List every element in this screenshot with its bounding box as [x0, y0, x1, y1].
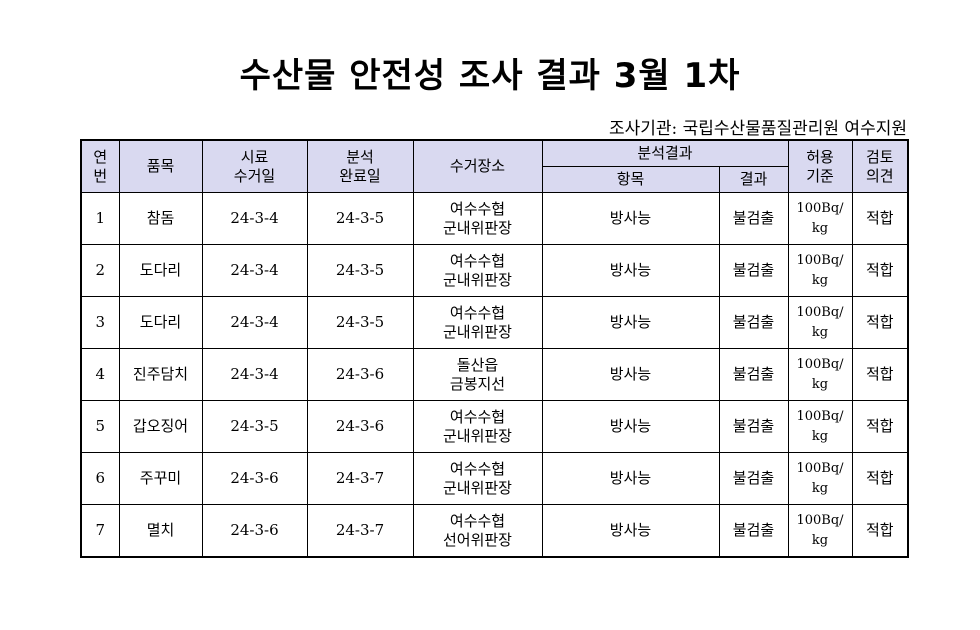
- row-item: 갑오징어: [118, 400, 203, 453]
- row-result: 불검출: [718, 296, 789, 349]
- header-no: 연 번: [80, 139, 120, 193]
- row-item: 멸치: [118, 504, 203, 558]
- row-result: 불검출: [718, 400, 789, 453]
- row-item: 진주담치: [118, 348, 203, 401]
- row-limit: 100Bq/ kg: [787, 400, 853, 453]
- row-test: 방사능: [541, 192, 720, 245]
- table-row: 2 도다리 24-3-4 24-3-5 여수수협 군내위판장 방사능 불검출 100Bq/ k…: [80, 244, 909, 297]
- row-test: 방사능: [541, 244, 720, 297]
- row-no: 7: [80, 504, 120, 558]
- row-limit: 100Bq/ kg: [787, 192, 853, 245]
- row-test: 방사능: [541, 296, 720, 349]
- row-place: 여수수협 군내위판장: [412, 296, 543, 349]
- row-item: 도다리: [118, 244, 203, 297]
- row-place: 여수수협 군내위판장: [412, 244, 543, 297]
- table-row: 5 갑오징어 24-3-5 24-3-6 여수수협 군내위판장 방사능 불검출 100Bq/ …: [80, 400, 909, 453]
- row-no: 2: [80, 244, 120, 297]
- header-result: 결과: [718, 166, 789, 193]
- row-item: 주꾸미: [118, 452, 203, 505]
- row-opinion: 적합: [851, 192, 909, 245]
- row-opinion: 적합: [851, 504, 909, 558]
- row-place: 여수수협 군내위판장: [412, 452, 543, 505]
- row-result: 불검출: [718, 348, 789, 401]
- row-analysis-date: 24-3-7: [306, 504, 414, 558]
- header-place: 수거장소: [412, 139, 543, 193]
- row-analysis-date: 24-3-5: [306, 296, 414, 349]
- row-analysis-date: 24-3-7: [306, 452, 414, 505]
- row-no: 3: [80, 296, 120, 349]
- row-result: 불검출: [718, 504, 789, 558]
- row-result: 불검출: [718, 452, 789, 505]
- row-analysis-date: 24-3-6: [306, 400, 414, 453]
- header-collect-date: 시료 수거일: [201, 139, 308, 193]
- row-no: 6: [80, 452, 120, 505]
- header-opinion: 검토 의견: [851, 139, 909, 193]
- row-limit: 100Bq/ kg: [787, 348, 853, 401]
- row-result: 불검출: [718, 244, 789, 297]
- header-result-group: 분석결과: [541, 139, 789, 167]
- row-collect-date: 24-3-4: [201, 244, 308, 297]
- row-opinion: 적합: [851, 244, 909, 297]
- page-title: 수산물 안전성 조사 결과 3월 1차: [239, 56, 741, 96]
- header-analysis-date: 분석 완료일: [306, 139, 414, 193]
- row-place: 여수수협 군내위판장: [412, 400, 543, 453]
- row-item: 참돔: [118, 192, 203, 245]
- row-analysis-date: 24-3-5: [306, 192, 414, 245]
- row-item: 도다리: [118, 296, 203, 349]
- row-collect-date: 24-3-5: [201, 400, 308, 453]
- row-place: 여수수협 군내위판장: [412, 192, 543, 245]
- table-row: 4 진주담치 24-3-4 24-3-6 돌산읍 금봉지선 방사능 불검출 100Bq/ kg…: [80, 348, 909, 401]
- row-collect-date: 24-3-4: [201, 192, 308, 245]
- table-row: 7 멸치 24-3-6 24-3-7 여수수협 선어위판장 방사능 불검출 100Bq/ kg…: [80, 504, 909, 558]
- row-place: 여수수협 선어위판장: [412, 504, 543, 558]
- table-row: 6 주꾸미 24-3-6 24-3-7 여수수협 군내위판장 방사능 불검출 100Bq/ k…: [80, 452, 909, 505]
- row-test: 방사능: [541, 452, 720, 505]
- agency-label: 조사기관: 국립수산물품질관리원 여수지원: [608, 119, 907, 139]
- row-limit: 100Bq/ kg: [787, 244, 853, 297]
- row-result: 불검출: [718, 192, 789, 245]
- row-test: 방사능: [541, 504, 720, 558]
- row-collect-date: 24-3-4: [201, 348, 308, 401]
- header-test: 항목: [541, 166, 720, 193]
- row-opinion: 적합: [851, 452, 909, 505]
- header-item: 품목: [118, 139, 203, 193]
- row-place: 돌산읍 금봉지선: [412, 348, 543, 401]
- row-collect-date: 24-3-4: [201, 296, 308, 349]
- row-test: 방사능: [541, 348, 720, 401]
- row-analysis-date: 24-3-5: [306, 244, 414, 297]
- header-limit: 허용 기준: [787, 139, 853, 193]
- row-limit: 100Bq/ kg: [787, 296, 853, 349]
- row-test: 방사능: [541, 400, 720, 453]
- row-opinion: 적합: [851, 348, 909, 401]
- table-row: 1 참돔 24-3-4 24-3-5 여수수협 군내위판장 방사능 불검출 100Bq/ kg…: [80, 192, 909, 245]
- results-table: 연 번 품목 시료 수거일 분석 완료일 수거장소 분석결과 허용 기준 검토 …: [80, 139, 910, 558]
- row-no: 1: [80, 192, 120, 245]
- row-analysis-date: 24-3-6: [306, 348, 414, 401]
- row-limit: 100Bq/ kg: [787, 452, 853, 505]
- row-limit: 100Bq/ kg: [787, 504, 853, 558]
- row-no: 4: [80, 348, 120, 401]
- row-collect-date: 24-3-6: [201, 452, 308, 505]
- row-collect-date: 24-3-6: [201, 504, 308, 558]
- row-no: 5: [80, 400, 120, 453]
- table-row: 3 도다리 24-3-4 24-3-5 여수수협 군내위판장 방사능 불검출 100Bq/ k…: [80, 296, 909, 349]
- row-opinion: 적합: [851, 400, 909, 453]
- row-opinion: 적합: [851, 296, 909, 349]
